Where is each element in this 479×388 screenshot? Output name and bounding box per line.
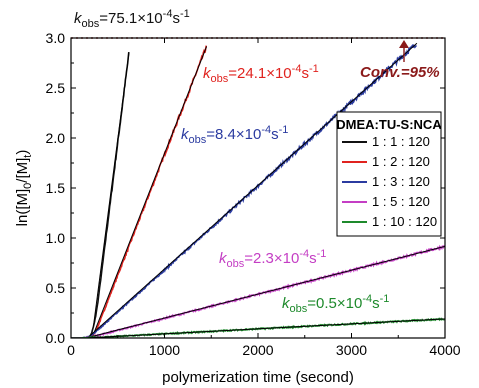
- fit-line-2: [92, 46, 208, 335]
- series-line-1: [71, 52, 130, 338]
- x-tick-label: 3000: [336, 342, 367, 358]
- x-tick-label: 4000: [429, 342, 460, 358]
- conversion-arrow-head: [399, 40, 409, 48]
- legend-entry-2: 1 : 2 : 120: [372, 154, 430, 169]
- x-tick-label: 1000: [149, 342, 180, 358]
- conversion-label: Conv.=95%: [360, 64, 440, 81]
- y-tick-label: 3.0: [46, 30, 66, 46]
- y-tick-label: 2.0: [46, 130, 66, 146]
- kobs-annotation-4: kobs=2.3×10-4s-1: [219, 248, 326, 270]
- y-tick-label: 2.5: [46, 80, 66, 96]
- legend-entry-4: 1 : 5 : 120: [372, 194, 430, 209]
- kobs-annotation-3: kobs=8.4×10-4s-1: [181, 124, 288, 146]
- x-tick-label: 0: [67, 342, 75, 358]
- legend-box: [336, 111, 442, 237]
- y-tick-label: 1.5: [46, 180, 66, 196]
- axes: 0 1000 2000 3000 4000 0.0 0.5 1.0 1.5 2.0 2.5 3.0 po…: [14, 30, 461, 386]
- legend-entry-1: 1 : 1 : 120: [372, 134, 430, 149]
- series-group: [71, 42, 445, 338]
- y-tick-label: 0.0: [46, 330, 66, 346]
- fit-line-3: [88, 42, 418, 338]
- y-axis-label: ln([M]0/[M]t): [14, 150, 34, 227]
- kobs-annotation-2: kobs=24.1×10-4s-1: [203, 63, 319, 85]
- x-tick-label: 2000: [242, 342, 273, 358]
- y-tick-label: 1.0: [46, 230, 66, 246]
- legend: DMEA:TU-S:NCA 1 : 1 : 120 1 : 2 : 120 1 : 3…: [336, 111, 442, 237]
- kobs-annotation-1: kobs=75.1×10-4s-1: [74, 8, 190, 30]
- annotations: kobs=75.1×10-4s-1 kobs=24.1×10-4s-1 kobs=8…: [74, 8, 440, 315]
- kobs-annotation-5: kobs=0.5×10-4s-1: [282, 293, 389, 315]
- fit-line-4: [87, 245, 445, 338]
- legend-entry-5: 1 : 10 : 120: [372, 214, 437, 229]
- fit-line-5: [87, 318, 445, 338]
- fit-line-1: [92, 52, 130, 327]
- legend-title: DMEA:TU-S:NCA: [336, 117, 442, 132]
- x-axis-label: polymerization time (second): [162, 369, 354, 386]
- legend-entry-3: 1 : 3 : 120: [372, 174, 430, 189]
- y-tick-label: 0.5: [46, 280, 66, 296]
